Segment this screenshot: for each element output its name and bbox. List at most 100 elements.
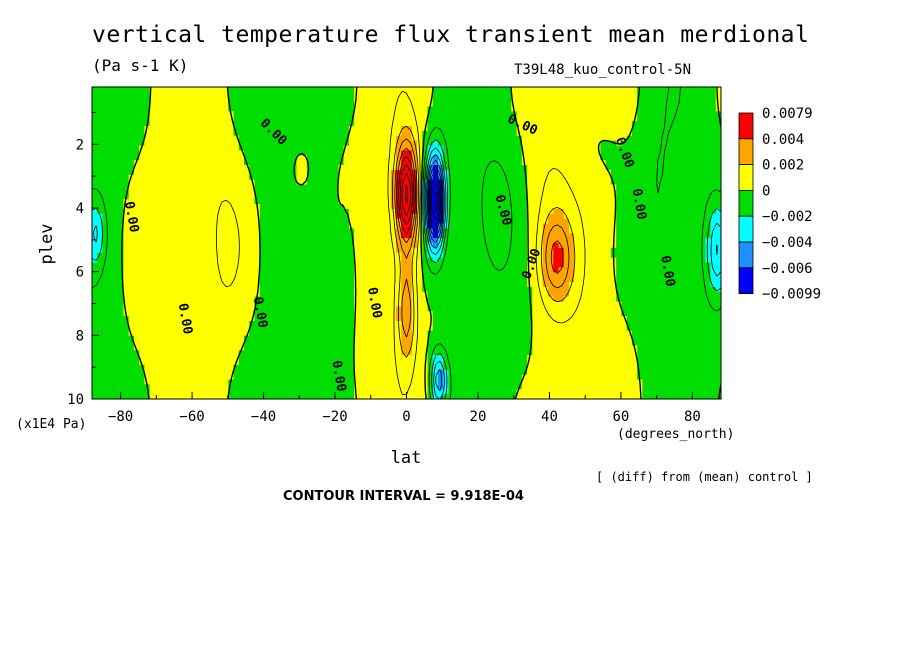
field-cell bbox=[479, 91, 486, 98]
field-cell bbox=[154, 150, 161, 156]
field-cell bbox=[631, 243, 638, 249]
field-cell bbox=[259, 233, 266, 239]
field-cell bbox=[584, 165, 591, 171]
field-cell bbox=[584, 233, 591, 239]
field-cell bbox=[196, 208, 203, 215]
field-cell bbox=[453, 111, 460, 117]
field-cell bbox=[589, 179, 596, 186]
field-cell bbox=[238, 150, 245, 156]
field-cell bbox=[102, 262, 109, 268]
field-cell bbox=[181, 189, 187, 195]
field-cell bbox=[369, 243, 376, 249]
field-cell bbox=[490, 106, 497, 112]
field-cell bbox=[233, 238, 240, 244]
field-cell bbox=[464, 91, 470, 98]
field-cell bbox=[490, 126, 497, 132]
field-cell bbox=[589, 272, 596, 278]
field-cell bbox=[181, 96, 187, 103]
field-cell bbox=[280, 111, 287, 117]
field-cell bbox=[689, 204, 696, 210]
field-cell bbox=[160, 252, 166, 259]
field-cell bbox=[553, 233, 560, 239]
field-cell bbox=[270, 252, 277, 259]
field-cell bbox=[584, 223, 591, 229]
field-cell bbox=[527, 194, 533, 200]
field-cell bbox=[474, 101, 481, 108]
field-cell bbox=[647, 213, 654, 220]
field-cell bbox=[595, 257, 602, 264]
field-cell bbox=[343, 87, 350, 93]
field-cell bbox=[595, 208, 602, 215]
field-cell bbox=[673, 267, 680, 273]
field-cell bbox=[280, 223, 287, 229]
field-cell bbox=[705, 140, 712, 147]
field-cell bbox=[364, 223, 371, 229]
field-cell bbox=[249, 96, 256, 103]
field-cell bbox=[154, 140, 161, 147]
field-cell bbox=[558, 223, 565, 229]
field-cell bbox=[506, 126, 512, 132]
field-cell bbox=[437, 238, 444, 244]
field-cell bbox=[348, 135, 355, 142]
field-cell bbox=[181, 130, 187, 137]
field-cell bbox=[128, 130, 135, 137]
field-cell bbox=[511, 204, 518, 210]
field-cell bbox=[359, 257, 366, 264]
field-cell bbox=[563, 111, 570, 117]
field-cell bbox=[694, 194, 701, 200]
field-cell bbox=[186, 87, 193, 93]
field-cell bbox=[207, 111, 214, 117]
field-cell bbox=[422, 272, 429, 278]
field-cell bbox=[458, 208, 465, 215]
field-cell bbox=[443, 252, 450, 259]
field-cell bbox=[249, 204, 256, 210]
field-cell bbox=[689, 91, 696, 98]
field-cell bbox=[558, 228, 565, 234]
field-cell bbox=[123, 96, 130, 103]
field-cell bbox=[327, 267, 334, 273]
field-cell bbox=[296, 91, 303, 98]
field-cell bbox=[212, 262, 219, 268]
field-cell bbox=[133, 106, 140, 112]
field-cell bbox=[296, 213, 303, 220]
field-cell bbox=[312, 87, 318, 93]
field-cell bbox=[354, 228, 360, 234]
field-cell bbox=[558, 272, 565, 278]
field-cell bbox=[196, 116, 203, 122]
field-cell bbox=[254, 165, 261, 171]
field-cell bbox=[244, 121, 250, 127]
field-cell bbox=[296, 130, 303, 137]
field-cell bbox=[154, 257, 161, 264]
field-cell bbox=[705, 160, 712, 166]
field-cell bbox=[548, 218, 554, 225]
field-cell bbox=[600, 179, 607, 186]
field-cell bbox=[359, 169, 366, 176]
field-cell bbox=[453, 174, 460, 181]
field-cell bbox=[112, 111, 119, 117]
field-cell bbox=[485, 101, 491, 108]
field-cell bbox=[244, 243, 250, 249]
field-cell bbox=[296, 165, 303, 171]
field-cell bbox=[495, 228, 502, 234]
field-cell bbox=[160, 155, 166, 161]
field-cell bbox=[212, 223, 219, 229]
field-cell bbox=[469, 213, 476, 220]
field-cell bbox=[710, 91, 717, 98]
field-cell bbox=[217, 121, 224, 127]
field-cell bbox=[500, 106, 507, 112]
field-cell bbox=[595, 111, 602, 117]
field-cell bbox=[416, 247, 423, 254]
field-cell bbox=[343, 150, 350, 156]
field-cell bbox=[165, 130, 172, 137]
field-cell bbox=[264, 257, 271, 264]
field-cell bbox=[610, 194, 617, 200]
field-cell bbox=[401, 247, 408, 254]
field-cell bbox=[212, 116, 219, 122]
field-cell bbox=[92, 233, 98, 239]
field-cell bbox=[689, 218, 696, 225]
field-cell bbox=[280, 121, 287, 127]
field-cell bbox=[306, 165, 313, 171]
field-cell bbox=[495, 150, 502, 156]
field-cell bbox=[705, 189, 712, 195]
field-cell bbox=[448, 150, 455, 156]
